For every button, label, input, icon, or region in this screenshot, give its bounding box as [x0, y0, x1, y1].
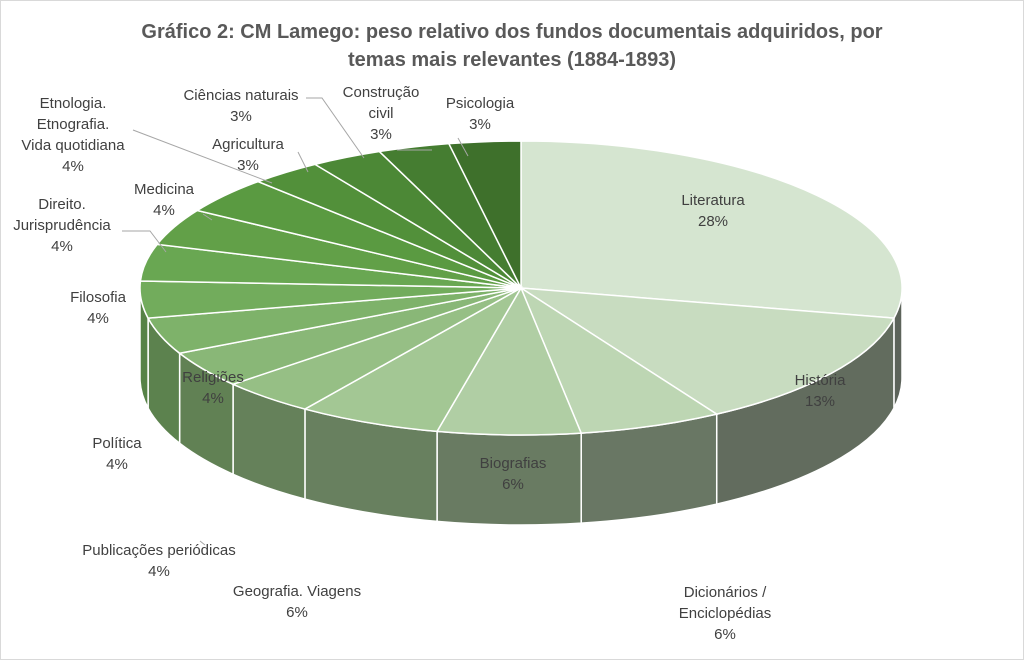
pie-side-layer — [139, 287, 903, 526]
slice-label-9: Direito. — [38, 196, 86, 213]
slice-pct-9: 4% — [51, 238, 73, 255]
pie-slice-1[interactable] — [520, 287, 896, 415]
leader-line-12 — [297, 151, 309, 173]
slice-pct-14: 3% — [370, 126, 392, 143]
slice-label-2: Enciclopédias — [679, 605, 772, 622]
pie-top-layer — [139, 140, 903, 436]
slice-label-14: civil — [369, 105, 394, 122]
slice-pct-4: 6% — [286, 604, 308, 621]
slice-pct-12: 3% — [237, 157, 259, 174]
slice-label-5: Publicações periódicas — [82, 542, 235, 559]
leader-line-5 — [199, 540, 206, 546]
slice-pct-15: 3% — [469, 116, 491, 133]
pie-labels: Literatura 28% História 13% Dicionários / Enc… — [13, 84, 846, 643]
slice-pct-0: 28% — [698, 213, 728, 230]
slice-label-12: Agricultura — [212, 136, 284, 153]
slice-pct-2: 6% — [714, 626, 736, 643]
slice-label-1: História — [795, 372, 847, 389]
leader-line-15 — [457, 137, 469, 157]
slice-pct-1: 13% — [805, 393, 835, 410]
slice-pct-6: 4% — [106, 456, 128, 473]
leader-line-10 — [202, 213, 213, 221]
slice-label-11: Etnografia. — [37, 116, 110, 133]
slice-label-4: Geografia. Viagens — [233, 583, 361, 600]
slice-label-9: Jurisprudência — [13, 217, 111, 234]
pie-slice-0[interactable] — [520, 140, 903, 319]
slice-label-11: Vida quotidiana — [21, 137, 125, 154]
chart-title: Gráfico 2: CM Lamego: peso relativo dos … — [141, 21, 883, 71]
leader-line-9 — [122, 230, 167, 253]
slice-label-10: Medicina — [134, 181, 195, 198]
leader-line-11 — [132, 129, 273, 184]
slice-pct-5: 4% — [148, 563, 170, 580]
pie-slice-3[interactable] — [435, 286, 583, 436]
slice-pct-10: 4% — [153, 202, 175, 219]
slice-pct-13: 3% — [230, 108, 252, 125]
slice-pct-8: 4% — [87, 310, 109, 327]
slice-label-0: Literatura — [681, 192, 745, 209]
slice-label-6: Política — [92, 435, 142, 452]
pie-slice-4[interactable] — [302, 285, 524, 433]
slice-label-2: Dicionários / — [684, 584, 767, 601]
slice-label-7: Religiões — [182, 369, 244, 386]
slice-label-14: Construção — [343, 84, 420, 101]
leader-line-13 — [306, 97, 365, 159]
leader-lines — [122, 97, 469, 546]
slice-label-8: Filosofia — [70, 289, 127, 306]
slice-pct-3: 6% — [502, 476, 524, 493]
slice-pct-7: 4% — [202, 390, 224, 407]
slice-pct-11: 4% — [62, 158, 84, 175]
slice-label-11: Etnologia. — [40, 95, 107, 112]
slice-label-15: Psicologia — [446, 95, 515, 112]
slice-label-3: Biografias — [480, 455, 547, 472]
slice-label-13: Ciências naturais — [183, 87, 298, 104]
pie-slice-2[interactable] — [519, 286, 719, 434]
pie-slice-15[interactable] — [447, 140, 522, 289]
